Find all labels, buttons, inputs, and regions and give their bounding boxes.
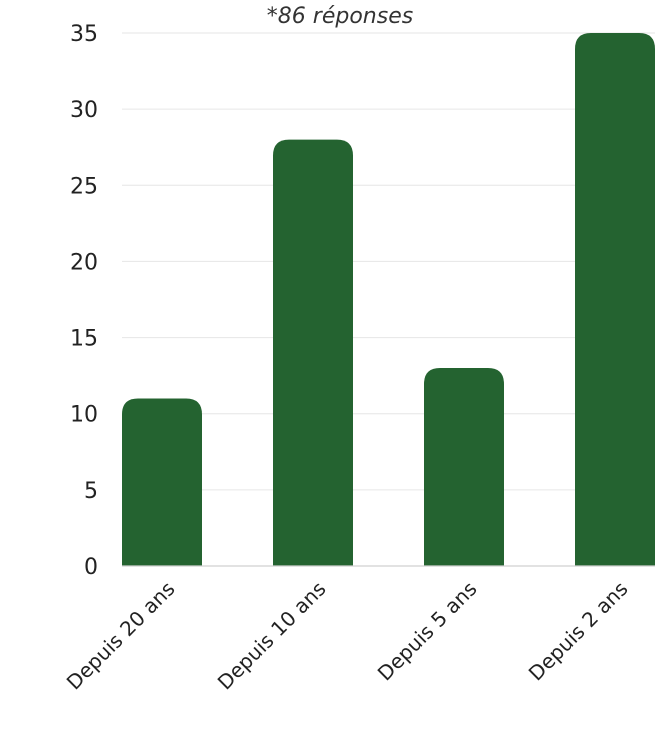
y-axis-ticks: 0 5 10 15 20 25 30 35 <box>70 22 98 580</box>
bar <box>424 368 504 566</box>
bars <box>122 33 655 566</box>
x-category-label: Depuis 10 ans <box>213 577 331 695</box>
y-tick-label: 30 <box>70 98 98 123</box>
x-category-label: Depuis 5 ans <box>373 577 482 686</box>
grid-lines <box>122 32 655 491</box>
bar <box>273 139 353 566</box>
x-category-label: Depuis 2 ans <box>524 577 633 686</box>
y-tick-label: 25 <box>70 174 98 199</box>
bar <box>122 398 202 566</box>
bar <box>575 33 655 566</box>
y-tick-label: 20 <box>70 250 98 275</box>
y-tick-label: 10 <box>70 403 98 428</box>
y-tick-label: 35 <box>70 22 98 47</box>
chart-subtitle: *86 réponses <box>267 4 413 29</box>
y-tick-label: 5 <box>84 479 98 504</box>
y-tick-label: 0 <box>84 555 98 580</box>
y-tick-label: 15 <box>70 327 98 352</box>
x-category-label: Depuis 20 ans <box>62 577 180 695</box>
x-axis-labels: Depuis 20 ans Depuis 10 ans Depuis 5 ans De… <box>62 577 633 695</box>
